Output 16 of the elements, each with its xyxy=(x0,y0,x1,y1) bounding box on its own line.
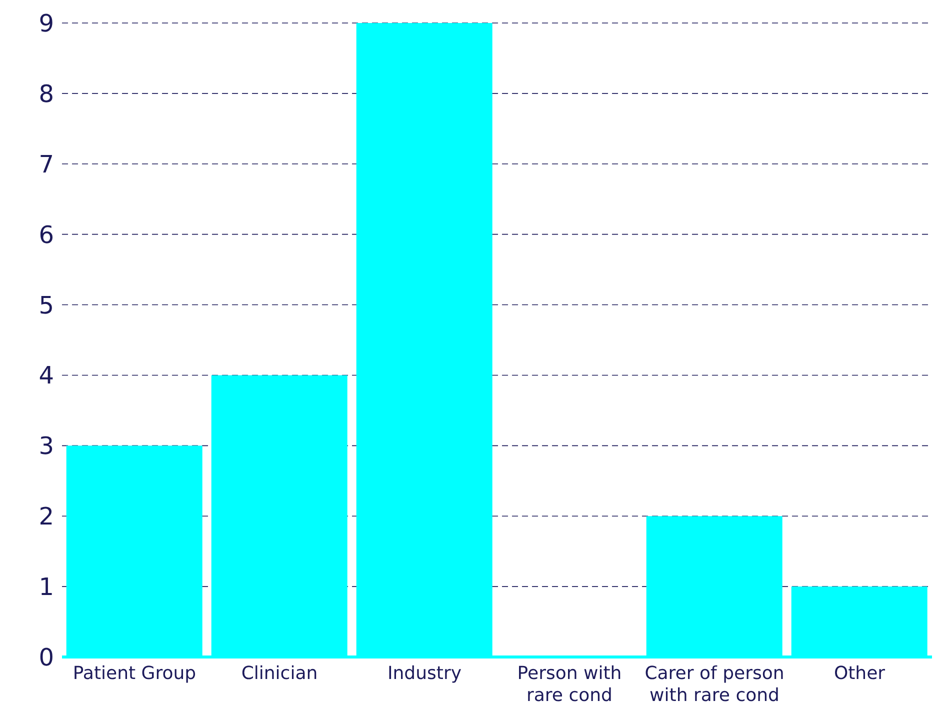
y-tick-label: 0 xyxy=(38,644,54,672)
y-tick-label: 8 xyxy=(38,80,54,108)
y-tick-label: 7 xyxy=(38,150,54,178)
x-tick-label: Person with rare cond xyxy=(517,663,622,706)
y-tick-label: 6 xyxy=(38,220,54,249)
y-tick-label: 3 xyxy=(38,432,54,460)
x-tick-label: Patient Group xyxy=(72,663,196,684)
x-tick-label: Carer of person with rare cond xyxy=(644,663,784,706)
y-tick-label: 9 xyxy=(38,10,54,38)
x-tick-label: Clinician xyxy=(241,663,318,684)
y-tick-label: 1 xyxy=(38,573,54,602)
y-tick-label: 5 xyxy=(38,291,54,320)
y-tick-label: 4 xyxy=(38,362,54,390)
x-tick-label: Other xyxy=(834,663,886,684)
x-tick-label: Industry xyxy=(387,663,462,684)
y-tick-label: 2 xyxy=(38,502,54,531)
